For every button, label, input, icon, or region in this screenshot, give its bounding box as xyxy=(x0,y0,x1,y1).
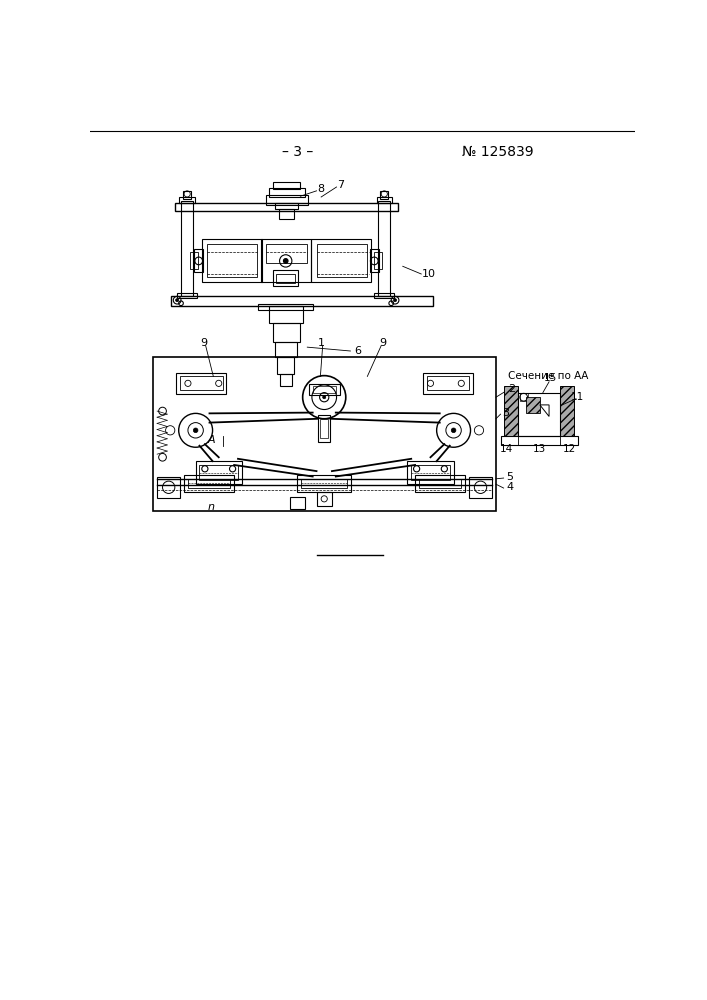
Bar xyxy=(258,304,313,310)
Bar xyxy=(419,479,461,488)
Bar xyxy=(275,203,298,209)
Bar xyxy=(177,293,197,298)
Text: 13: 13 xyxy=(532,444,546,454)
Bar xyxy=(320,419,328,438)
Bar xyxy=(317,244,366,277)
Text: 14: 14 xyxy=(499,444,513,454)
Bar xyxy=(269,188,305,197)
Text: – 3 –: – 3 – xyxy=(282,145,314,159)
Bar xyxy=(370,249,379,272)
Bar xyxy=(157,477,180,498)
Bar xyxy=(188,479,230,488)
Text: 15: 15 xyxy=(544,373,557,383)
Circle shape xyxy=(175,299,179,302)
Text: 5: 5 xyxy=(506,472,513,482)
Text: 3: 3 xyxy=(503,408,510,418)
Bar xyxy=(317,492,332,506)
Bar xyxy=(407,461,454,484)
Bar xyxy=(297,475,351,492)
Text: 12: 12 xyxy=(563,444,576,454)
Bar xyxy=(274,182,300,189)
Bar xyxy=(269,306,303,323)
Text: 1: 1 xyxy=(317,338,325,348)
Bar xyxy=(301,479,347,488)
Bar xyxy=(276,274,295,283)
Text: 9: 9 xyxy=(201,338,208,348)
Bar xyxy=(194,249,204,272)
Bar xyxy=(176,373,226,394)
Bar xyxy=(153,357,496,511)
Bar xyxy=(501,436,578,445)
Text: 10: 10 xyxy=(422,269,436,279)
Bar xyxy=(318,415,330,442)
Circle shape xyxy=(193,428,198,433)
Bar xyxy=(261,239,311,282)
Bar xyxy=(180,376,223,390)
Text: 2: 2 xyxy=(508,384,515,394)
Bar xyxy=(526,397,540,413)
Circle shape xyxy=(394,299,397,302)
Bar xyxy=(426,376,469,390)
Bar xyxy=(181,201,193,296)
Bar xyxy=(377,197,392,203)
Bar xyxy=(374,293,395,298)
Bar xyxy=(199,465,238,480)
Bar xyxy=(380,191,388,199)
Bar xyxy=(196,461,242,484)
Circle shape xyxy=(284,259,288,263)
Text: 7: 7 xyxy=(337,180,344,190)
Bar xyxy=(201,239,262,282)
Bar xyxy=(183,191,191,199)
Bar xyxy=(275,342,296,357)
Bar xyxy=(374,252,382,269)
Circle shape xyxy=(322,396,326,399)
Text: 8: 8 xyxy=(317,184,325,194)
Bar xyxy=(277,357,294,374)
Bar xyxy=(290,497,305,509)
Text: № 125839: № 125839 xyxy=(462,145,534,159)
Text: 9: 9 xyxy=(379,338,386,348)
Bar xyxy=(279,209,294,219)
Bar xyxy=(180,197,195,203)
Bar xyxy=(266,195,308,205)
Bar xyxy=(469,477,492,498)
Bar xyxy=(171,296,433,306)
Bar xyxy=(312,386,336,393)
Bar xyxy=(504,386,518,436)
Bar xyxy=(273,323,300,342)
Bar xyxy=(378,201,390,296)
Bar xyxy=(175,203,398,211)
Bar xyxy=(423,373,473,394)
Text: А: А xyxy=(207,435,215,445)
Text: 6: 6 xyxy=(355,346,361,356)
Bar xyxy=(411,465,450,480)
Bar xyxy=(520,393,527,401)
Bar xyxy=(274,270,298,286)
Bar xyxy=(279,374,292,386)
Bar xyxy=(560,386,573,436)
Polygon shape xyxy=(540,405,549,416)
Bar xyxy=(311,239,371,282)
Text: 11: 11 xyxy=(571,392,584,402)
Text: 4: 4 xyxy=(506,482,513,492)
Bar xyxy=(266,244,307,263)
Bar xyxy=(190,252,198,269)
Text: n: n xyxy=(208,502,214,512)
Bar xyxy=(207,244,257,277)
Circle shape xyxy=(451,428,456,433)
Bar xyxy=(184,475,234,492)
Bar xyxy=(415,475,465,492)
Text: Сечение по АА: Сечение по АА xyxy=(508,371,589,381)
Bar xyxy=(518,393,560,436)
Bar xyxy=(309,384,339,395)
